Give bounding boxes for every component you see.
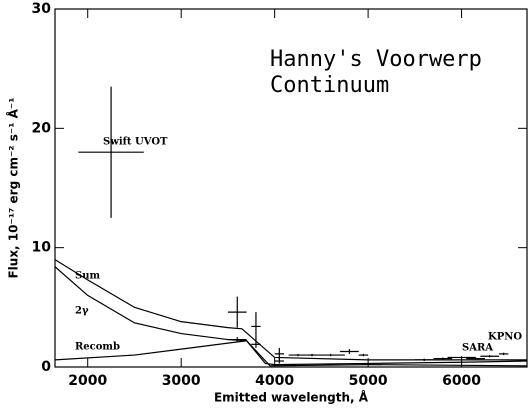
curve [54, 259, 527, 361]
annotation: KPNO [488, 332, 522, 343]
y-tick-label: 0 [41, 359, 51, 375]
chart-title: Continuum [270, 73, 389, 98]
plot-frame [54, 8, 528, 368]
x-tick-label: 6000 [442, 373, 481, 389]
y-tick-label: 10 [32, 240, 52, 256]
x-tick-label: 3000 [162, 373, 201, 389]
curve-label: 2γ [75, 306, 89, 317]
x-tick-label: 5000 [349, 373, 388, 389]
x-tick-label: 4000 [255, 373, 294, 389]
curve [54, 266, 528, 367]
y-tick-label: 30 [32, 1, 52, 17]
curve [54, 340, 528, 366]
annotation: Swift UVOT [103, 137, 168, 148]
curve-label: Recomb [75, 342, 120, 353]
annotation: SARA [462, 343, 493, 354]
x-axis-label: Emitted wavelength, Å [214, 390, 369, 405]
chart-title: Hanny's Voorwerp [270, 47, 482, 72]
y-tick-label: 20 [32, 120, 52, 136]
curve-label: Sum [75, 271, 100, 282]
x-tick-label: 2000 [68, 373, 107, 389]
y-axis-label: Flux, 10⁻¹⁷ erg cm⁻² s⁻¹ Å⁻¹ [6, 97, 21, 278]
